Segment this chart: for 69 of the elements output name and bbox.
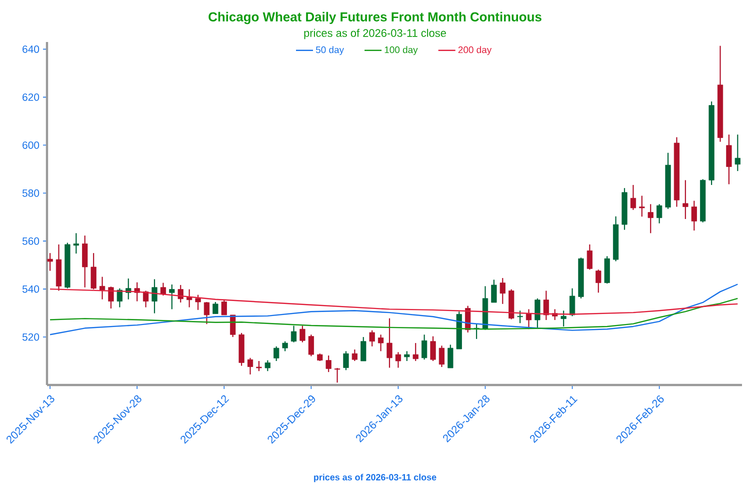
candlestick: [90, 252, 96, 290]
y-tick-label: 560: [22, 237, 40, 245]
candlestick: [326, 354, 332, 373]
candlestick: [108, 286, 114, 310]
y-tick-label: 600: [22, 141, 40, 149]
candlestick: [395, 352, 402, 368]
candlestick: [352, 348, 358, 362]
candlestick: [560, 310, 566, 328]
candlestick: [178, 284, 184, 304]
y-tick-label: 540: [22, 285, 40, 293]
y-tick-label: 520: [22, 333, 40, 341]
candlestick: [308, 334, 314, 357]
candlestick: [404, 350, 410, 362]
text: prices as of 2026-03-11 close: [314, 474, 436, 482]
candlestick: [221, 298, 227, 316]
candlestick: [247, 357, 254, 375]
candlestick: [639, 195, 645, 218]
candlestick: [264, 360, 270, 372]
candlestick: [282, 340, 288, 352]
candlestick: [82, 235, 88, 288]
candlestick: [691, 200, 697, 232]
candlestick: [204, 301, 210, 325]
candlestick: [726, 134, 732, 185]
candlestick: [543, 290, 549, 321]
candlestick: [360, 336, 366, 362]
candlestick: [99, 276, 106, 300]
legend-label: 200 day: [458, 46, 492, 56]
candlestick: [569, 288, 576, 317]
legend-label: 50 day: [316, 46, 344, 56]
candlestick: [274, 346, 280, 362]
candlestick: [195, 294, 201, 310]
candlestick: [630, 184, 636, 210]
candlestick: [160, 282, 166, 296]
chart-subtitle: prices as of 2026-03-11 close: [304, 28, 446, 40]
candlestick: [430, 336, 436, 362]
candlestick: [648, 204, 654, 234]
candlestick: [256, 360, 262, 372]
candlestick: [448, 344, 454, 369]
candlestick: [500, 277, 506, 304]
y-tick-label: 580: [22, 189, 40, 197]
candlestick: [517, 310, 523, 324]
candlestick: [152, 278, 158, 314]
line-series: [49, 284, 738, 336]
candlestick: [412, 342, 418, 362]
candlestick: [369, 330, 375, 347]
candlestick: [73, 232, 79, 254]
y-tick-label: 620: [22, 93, 40, 101]
candlestick: [656, 204, 662, 224]
candlestick: [47, 252, 53, 272]
candlestick: [300, 325, 306, 343]
candlestick: [290, 325, 297, 343]
candlestick: [212, 301, 218, 314]
candlestick: [438, 345, 445, 368]
candlestick: [534, 298, 540, 329]
candlestick: [116, 288, 122, 308]
candlestick: [378, 334, 384, 352]
candlestick: [682, 180, 688, 220]
line-series: [49, 298, 738, 330]
candlestick: [734, 134, 740, 172]
candlestick: [491, 279, 497, 304]
candlestick: [169, 284, 175, 310]
candlestick: [386, 318, 392, 368]
chart-title: Chicago Wheat Daily Futures Front Month Continuous: [208, 12, 542, 24]
candlestick: [586, 244, 592, 270]
legend-label: 100 day: [384, 46, 418, 56]
candlestick: [343, 350, 349, 371]
y-tick-label: 640: [22, 45, 40, 53]
candlestick: [422, 334, 428, 360]
candlestick: [596, 269, 602, 294]
